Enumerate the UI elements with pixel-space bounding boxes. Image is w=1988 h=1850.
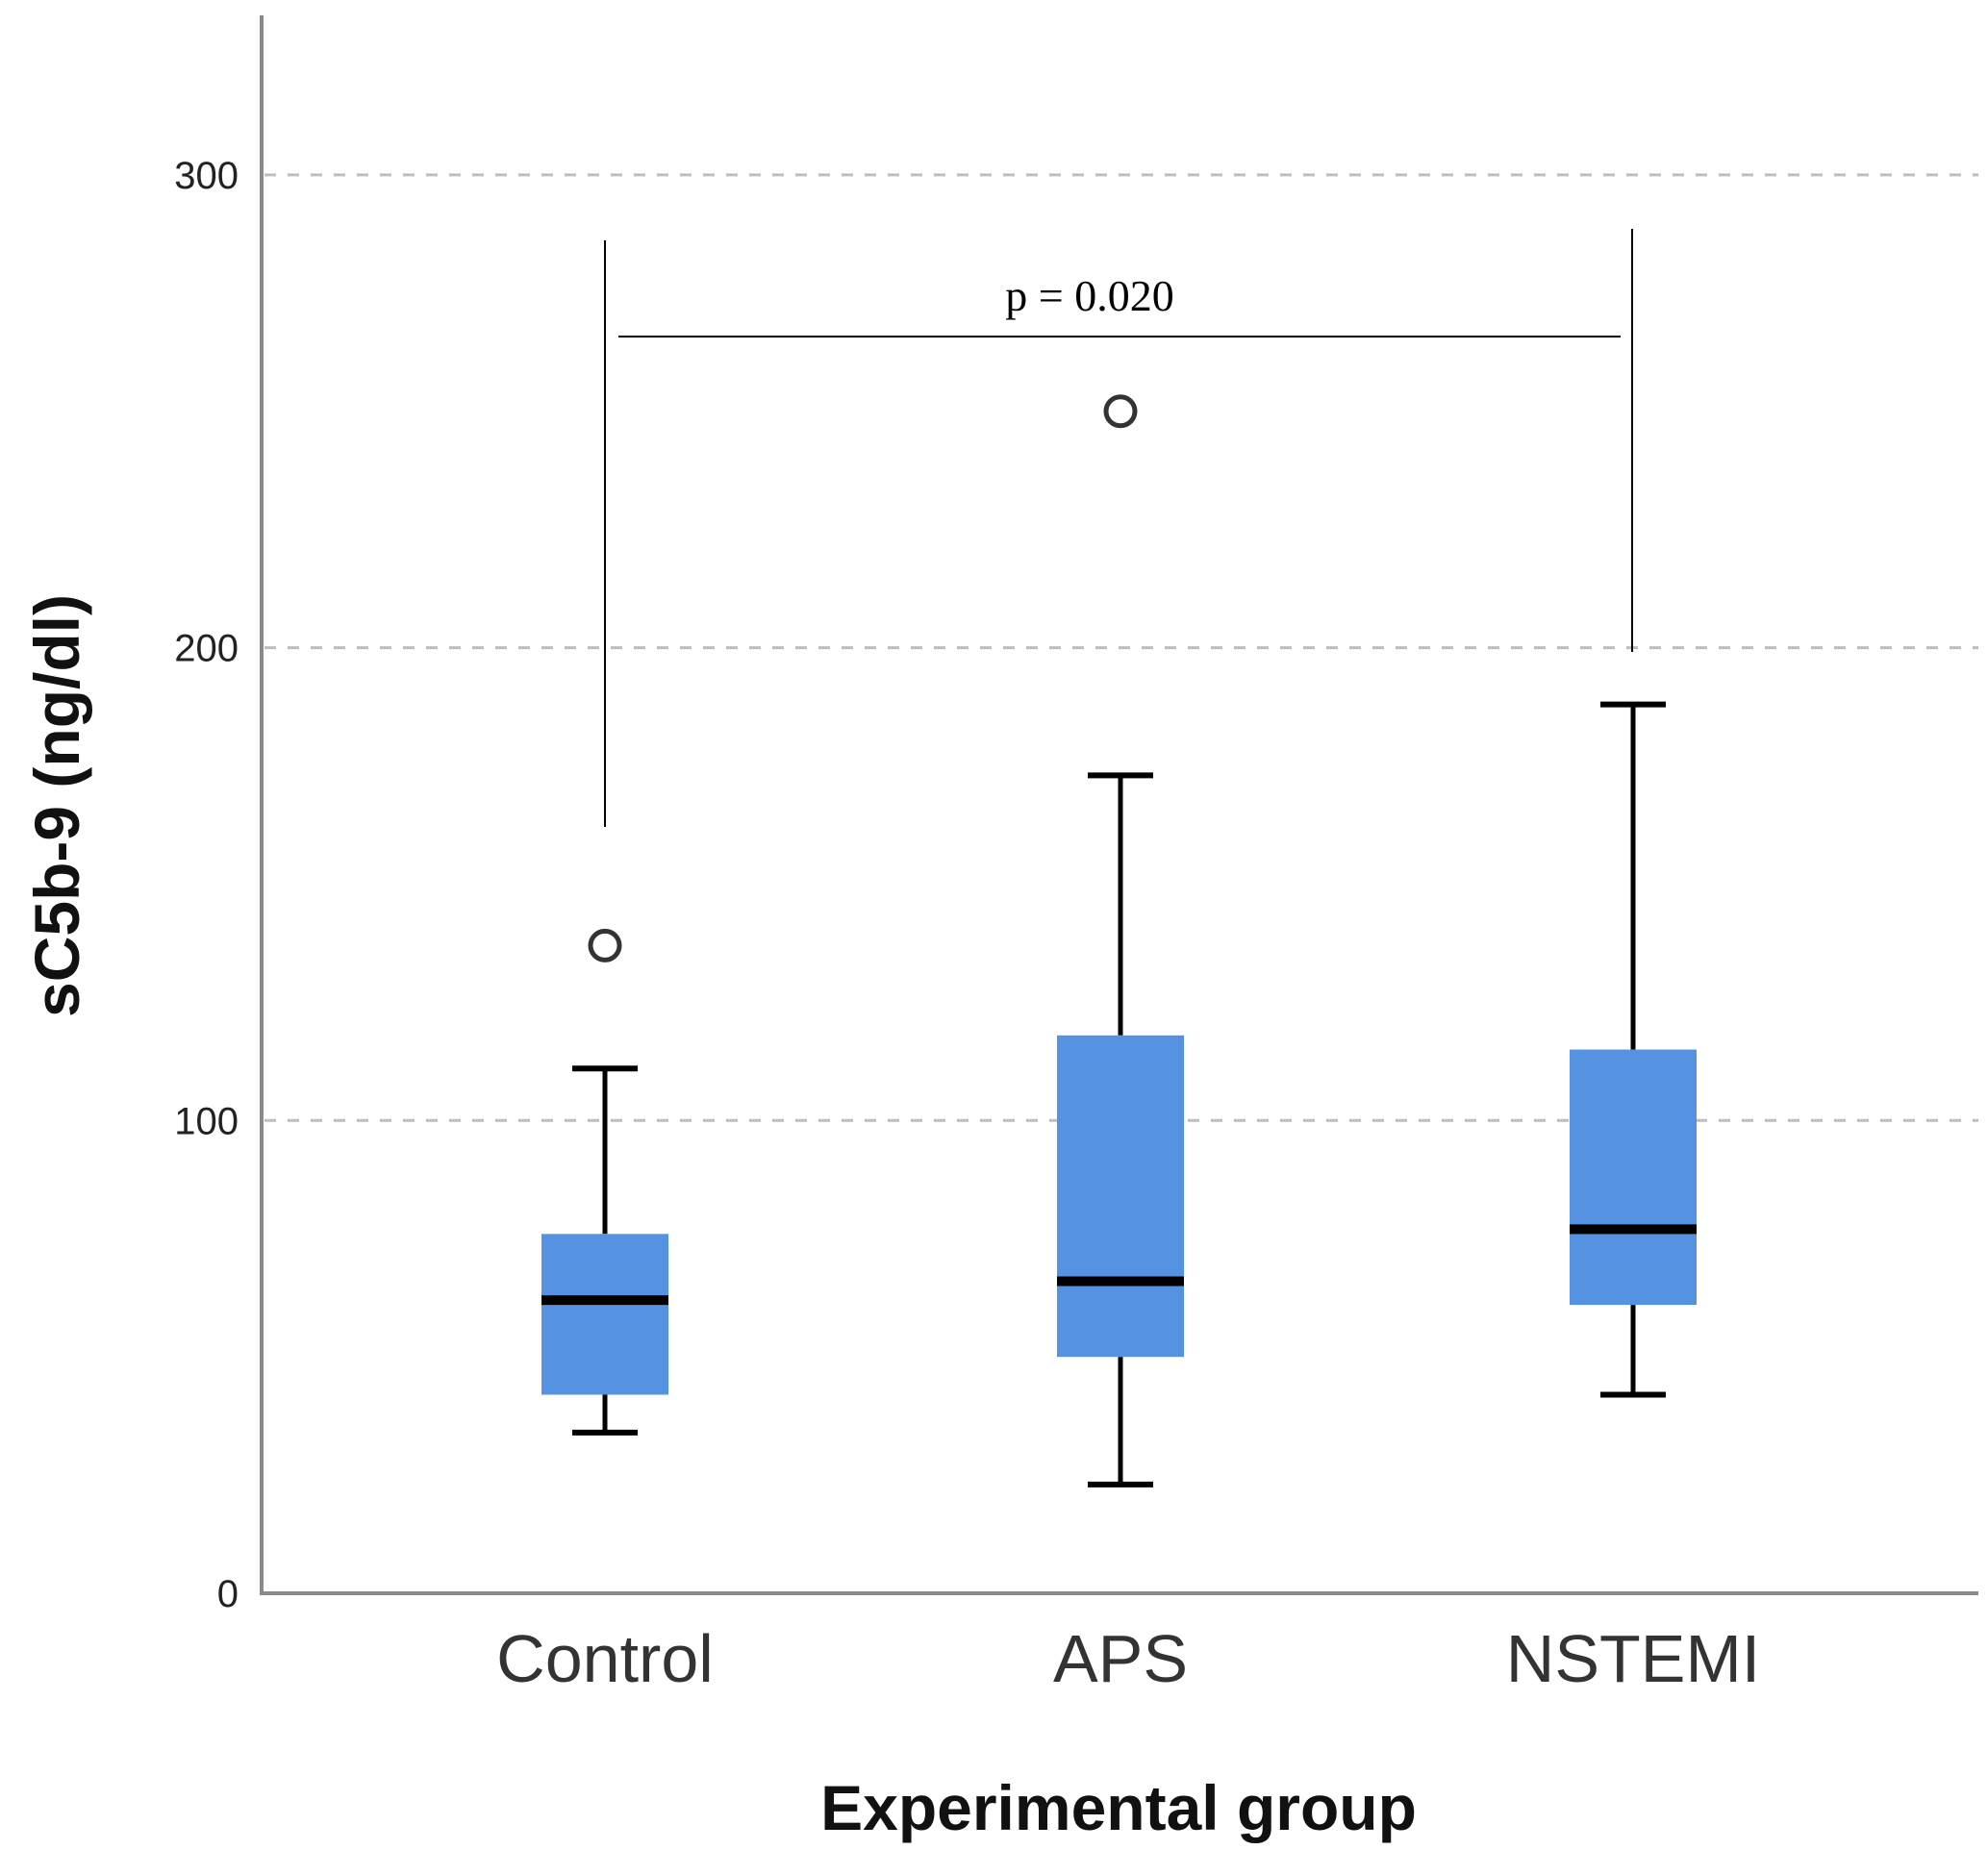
iqr-box	[541, 1234, 668, 1395]
outlier-point-0	[588, 928, 622, 962]
y-tick-labels: 0 100 200 300	[174, 155, 239, 1615]
significance-annotation: p = 0.020	[604, 229, 1633, 827]
x-tick-label-control: Control	[496, 1621, 714, 1696]
box-group-control	[541, 928, 668, 1436]
iqr-box	[1570, 1049, 1697, 1306]
iqr-box	[1057, 1035, 1184, 1358]
y-tick-label-200: 200	[174, 628, 239, 670]
x-tick-label-aps: APS	[1053, 1621, 1188, 1696]
y-tick-label-0: 0	[217, 1573, 239, 1615]
y-tick-label-300: 300	[174, 155, 239, 197]
y-tick-label-100: 100	[174, 1100, 239, 1142]
box-group-nstemi	[1570, 701, 1697, 1398]
axes	[260, 15, 1978, 1595]
x-axis-title: Experimental group	[820, 1772, 1417, 1843]
p-value-label: p = 0.020	[1005, 271, 1173, 320]
outlier-point-0	[1103, 394, 1138, 429]
boxes	[541, 394, 1697, 1488]
x-tick-labels: Control APS NSTEMI	[496, 1621, 1760, 1696]
box-group-aps	[1057, 394, 1184, 1488]
x-tick-label-nstemi: NSTEMI	[1506, 1621, 1760, 1696]
y-axis-title: sC5b-9 (ng/dl)	[21, 594, 92, 1017]
